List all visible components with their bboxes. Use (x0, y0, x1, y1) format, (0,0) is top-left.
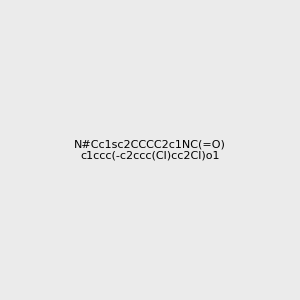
Text: N#Cc1sc2CCCC2c1NC(=O)
c1ccc(-c2ccc(Cl)cc2Cl)o1: N#Cc1sc2CCCC2c1NC(=O) c1ccc(-c2ccc(Cl)cc… (74, 139, 226, 161)
